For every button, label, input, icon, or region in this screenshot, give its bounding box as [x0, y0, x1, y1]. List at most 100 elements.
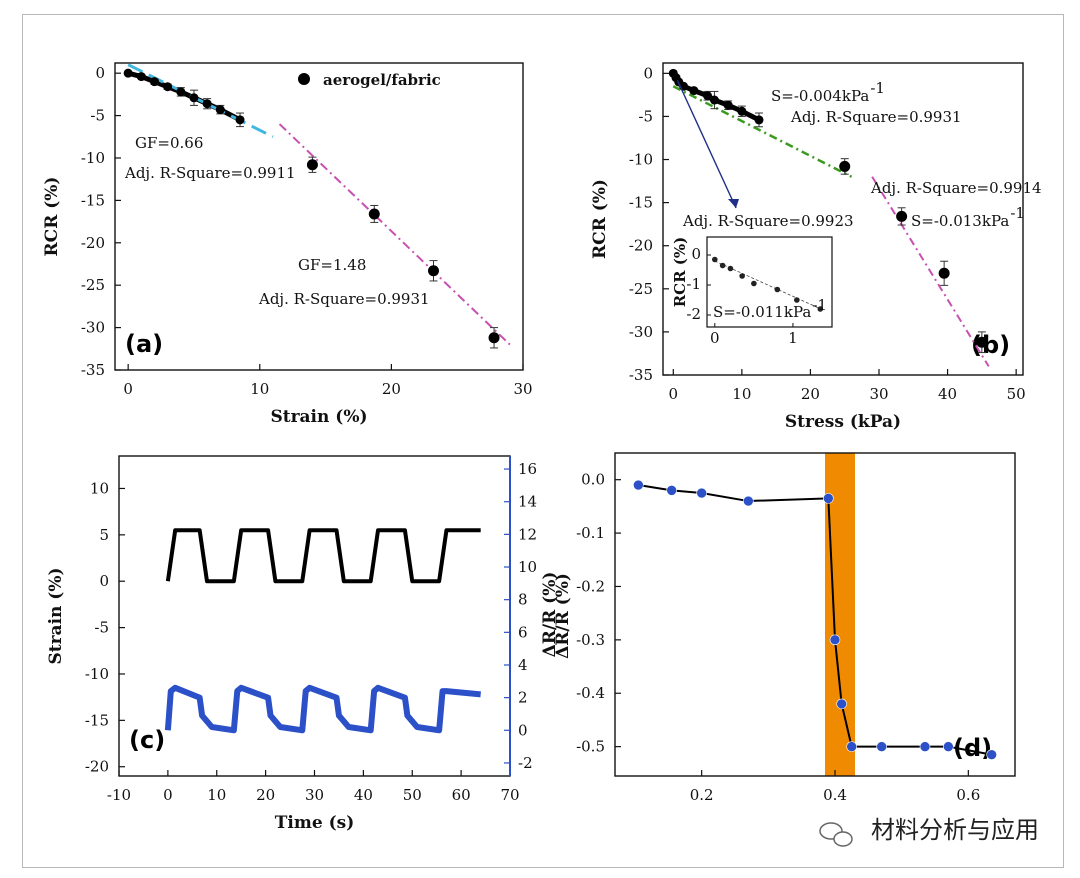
inset-label: S=-0.011kPa — [713, 303, 811, 321]
wechat-bubble — [819, 822, 843, 840]
inset-data-point — [794, 297, 800, 303]
inset-y-axis-label: RCR (%) — [671, 237, 689, 308]
panel-label: (a) — [125, 330, 163, 358]
inset-data-point — [727, 265, 734, 272]
data-point — [737, 106, 747, 116]
inset-arrow-head — [728, 199, 739, 208]
x-tick-label: 30 — [513, 380, 532, 398]
fit-r2-label: Adj. R-Square=0.9914 — [870, 179, 1042, 197]
inset-data-point — [712, 256, 718, 263]
y-tick-label: -10 — [81, 149, 105, 167]
plot-frame-c — [118, 455, 511, 777]
y-tick-label: -5 — [90, 107, 105, 125]
x-tick-label: 50 — [1007, 385, 1026, 403]
x-tick-label: 20 — [382, 380, 401, 398]
y2-axis-label: ΔR/R (%) — [553, 573, 573, 659]
inset-x-tick-label: 1 — [788, 329, 798, 347]
panel-label: (c) — [129, 726, 165, 754]
y-axis-label: ΔR/R (%) — [540, 572, 560, 658]
data-point — [689, 86, 699, 96]
data-point — [306, 159, 318, 171]
y2-tick-label: 4 — [518, 656, 528, 674]
y-tick-label: 5 — [99, 526, 109, 544]
x-axis-label: Strain (%) — [270, 407, 367, 427]
data-point — [189, 93, 199, 103]
y-tick-label: -25 — [629, 280, 653, 298]
y-tick-label: -0.4 — [576, 684, 605, 702]
data-point — [846, 741, 857, 752]
x-tick-label: 0.2 — [690, 786, 714, 804]
y-axis-label: RCR (%) — [42, 177, 62, 257]
y2-tick-label: -2 — [518, 754, 533, 772]
y-tick-label: -20 — [81, 234, 105, 252]
fit-label-s-0.004: S=-0.004kPa — [771, 87, 869, 105]
y-tick-label: 0 — [643, 64, 653, 82]
data-point — [666, 485, 677, 496]
highlight-band — [825, 453, 855, 776]
x-tick-label: 40 — [354, 786, 373, 804]
inset-y-tick-label: 0 — [691, 245, 701, 263]
x-tick-label: 10 — [250, 380, 269, 398]
data-point — [754, 115, 764, 125]
wechat-icon — [819, 822, 853, 847]
fit-label-s-0.004-superscript: -1 — [870, 79, 885, 97]
y-tick-label: -25 — [81, 276, 105, 294]
data-point — [938, 267, 950, 279]
y-tick-label: -15 — [629, 194, 653, 212]
data-point — [986, 749, 997, 760]
inset-y-tick-label: -2 — [686, 305, 701, 323]
data-point — [176, 87, 186, 97]
data-point — [919, 741, 931, 752]
plot-frame-b — [662, 62, 1024, 376]
data-point — [202, 99, 212, 109]
legend-marker — [298, 73, 310, 85]
y-axis-label: Strain (%) — [46, 567, 66, 664]
data-point — [896, 210, 908, 222]
fit-label-s-0.013: S=-0.013kPa — [911, 212, 1009, 230]
x-axis-label: Stress (kPa) — [785, 412, 901, 432]
inset-data-point — [751, 280, 757, 287]
x-axis-label: Time (s) — [275, 813, 355, 833]
inset-y-tick-label: -1 — [686, 275, 701, 293]
y-tick-label: -10 — [85, 665, 109, 683]
x-tick-label: 0.6 — [956, 786, 980, 804]
inset-data-point — [739, 273, 745, 279]
inset-data-point — [774, 286, 781, 293]
fit-label-s-0.013-superscript: -1 — [1010, 204, 1025, 222]
data-point — [723, 100, 733, 110]
y-tick-label: -5 — [638, 107, 653, 125]
x-tick-label: 40 — [938, 385, 957, 403]
y-tick-label: 0.0 — [581, 471, 605, 489]
y-tick-label: -20 — [85, 758, 109, 776]
data-point — [823, 493, 834, 504]
data-point — [876, 741, 887, 752]
inset-data-point — [817, 306, 824, 312]
y-tick-label: -30 — [81, 319, 105, 337]
inset-frame — [706, 236, 833, 328]
y-axis-label: RCR (%) — [590, 179, 610, 259]
data-point — [149, 77, 159, 87]
fit-label-gf-0.66: GF=0.66 — [135, 134, 203, 152]
fit-r2-label: Adj. R-Square=0.9931 — [258, 290, 430, 308]
data-point — [163, 82, 173, 92]
y2-tick-label: 14 — [518, 493, 537, 511]
y-tick-label: -5 — [94, 619, 109, 637]
y2-tick-label: 12 — [518, 525, 537, 543]
x-tick-label: 0.4 — [823, 786, 847, 804]
x-tick-label: -10 — [107, 786, 131, 804]
x-tick-label: 30 — [305, 786, 324, 804]
wechat-bubble-small — [833, 831, 853, 847]
fit-line-gf-0.66 — [127, 63, 274, 139]
data-point — [696, 487, 707, 499]
x-tick-label: 10 — [207, 786, 226, 804]
data-point — [943, 741, 954, 752]
y2-tick-label: 2 — [518, 689, 528, 707]
fit-line-gf-1.48 — [278, 123, 511, 346]
y-tick-label: -0.5 — [576, 738, 605, 756]
plot-frame-d — [614, 452, 1016, 777]
y-tick-label: -30 — [629, 323, 653, 341]
x-tick-label: 20 — [801, 385, 820, 403]
y-tick-label: 10 — [90, 479, 109, 497]
panel-label: (b) — [971, 331, 1010, 359]
y-tick-label: -15 — [85, 711, 109, 729]
